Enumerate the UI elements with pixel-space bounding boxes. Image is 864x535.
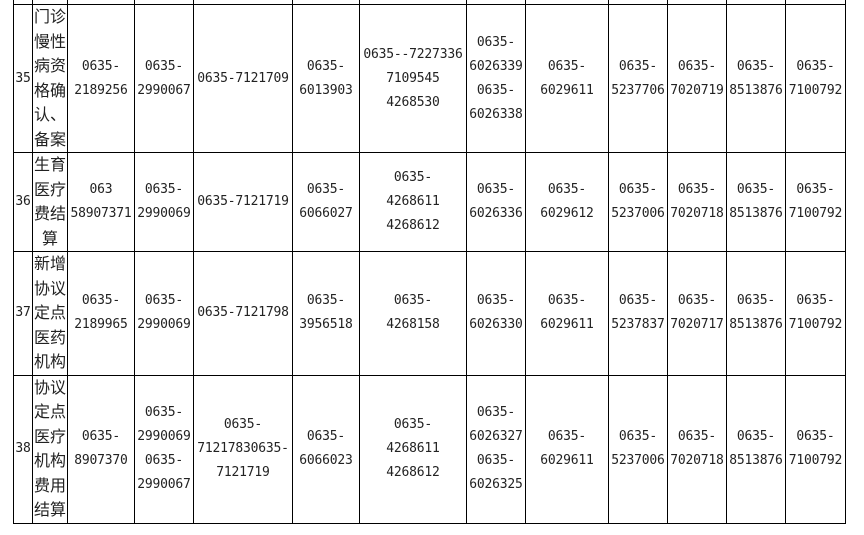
phone-cell: 0635- 2990069 0635- 2990067 xyxy=(134,374,194,524)
phone-cell: 0635- 7020717 xyxy=(667,251,727,376)
phone-cell: 0635- 8513876 xyxy=(726,374,786,524)
table-row: 38 协议 定点 医疗 机构 费用 结算 0635- 8907370 0635- 29… xyxy=(13,374,846,524)
phone-cell: 0635- 8513876 xyxy=(726,152,786,252)
service-name: 新增 协议 定点 医药 机构 xyxy=(32,251,68,376)
phone-cell: 0635- 6026336 xyxy=(466,152,526,252)
phone-cell: 0635- 7020718 xyxy=(667,374,727,524)
phone-cell: 063 58907371 xyxy=(67,152,135,252)
row-number: 35 xyxy=(13,4,33,153)
phone-cell: 0635- 2990069 xyxy=(134,152,194,252)
phone-cell: 0635- 6029612 xyxy=(525,152,609,252)
phone-cell: 0635- 6013903 xyxy=(292,4,360,153)
phone-cell: 0635- 7100792 xyxy=(785,4,846,153)
phone-cell: 0635- 6026330 xyxy=(466,251,526,376)
phone-cell: 0635- 7020719 xyxy=(667,4,727,153)
phone-cell: 0635- 6029611 xyxy=(525,251,609,376)
phone-cell: 0635- 5237006 xyxy=(608,374,668,524)
phone-cell: 0635- 71217830635- 7121719 xyxy=(193,374,293,524)
phone-cell: 0635- 6029611 xyxy=(525,4,609,153)
service-name: 协议 定点 医疗 机构 费用 结算 xyxy=(32,374,68,524)
phone-cell: 0635- 7100792 xyxy=(785,374,846,524)
table-row: 36 生育 医疗 费结 算 063 58907371 0635- 2990069 063… xyxy=(13,152,846,252)
phone-cell: 0635- 6066027 xyxy=(292,152,360,252)
service-name: 门诊 慢性 病资 格确 认、 备案 xyxy=(32,4,68,153)
table-row: 35 门诊 慢性 病资 格确 认、 备案 0635- 2189256 0635- 29… xyxy=(13,4,846,153)
row-number: 38 xyxy=(13,374,33,524)
service-name: 生育 医疗 费结 算 xyxy=(32,152,68,252)
phone-cell: 0635- 6066023 xyxy=(292,374,360,524)
phone-cell: 0635--7227336 7109545 4268530 xyxy=(359,4,467,153)
phone-cell: 0635- 2189256 xyxy=(67,4,135,153)
phone-cell: 0635- 4268158 xyxy=(359,251,467,376)
phone-cell: 0635- 2189965 xyxy=(67,251,135,376)
phone-cell: 0635- 7020718 xyxy=(667,152,727,252)
phone-cell: 0635- 6029611 xyxy=(525,374,609,524)
contact-table: 35 门诊 慢性 病资 格确 认、 备案 0635- 2189256 0635- 29… xyxy=(13,0,846,524)
phone-cell: 0635- 5237837 xyxy=(608,251,668,376)
phone-cell: 0635- 2990069 xyxy=(134,251,194,376)
phone-cell: 0635-7121709 xyxy=(193,4,293,153)
phone-cell: 0635-7121798 xyxy=(193,251,293,376)
phone-cell: 0635- 8513876 xyxy=(726,4,786,153)
phone-cell: 0635- 5237706 xyxy=(608,4,668,153)
phone-cell: 0635- 7100792 xyxy=(785,251,846,376)
phone-cell: 0635- 4268611 4268612 xyxy=(359,152,467,252)
phone-cell: 0635- 3956518 xyxy=(292,251,360,376)
phone-cell: 0635-7121719 xyxy=(193,152,293,252)
row-number: 36 xyxy=(13,152,33,252)
phone-cell: 0635- 4268611 4268612 xyxy=(359,374,467,524)
table-row: 37 新增 协议 定点 医药 机构 0635- 2189965 0635- 29900… xyxy=(13,251,846,376)
phone-cell: 0635- 8907370 xyxy=(67,374,135,524)
phone-cell: 0635- 6026327 0635- 6026325 xyxy=(466,374,526,524)
phone-cell: 0635- 2990067 xyxy=(134,4,194,153)
phone-cell: 0635- 7100792 xyxy=(785,152,846,252)
phone-cell: 0635- 5237006 xyxy=(608,152,668,252)
row-number: 37 xyxy=(13,251,33,376)
phone-cell: 0635- 8513876 xyxy=(726,251,786,376)
phone-cell: 0635- 6026339 0635- 6026338 xyxy=(466,4,526,153)
